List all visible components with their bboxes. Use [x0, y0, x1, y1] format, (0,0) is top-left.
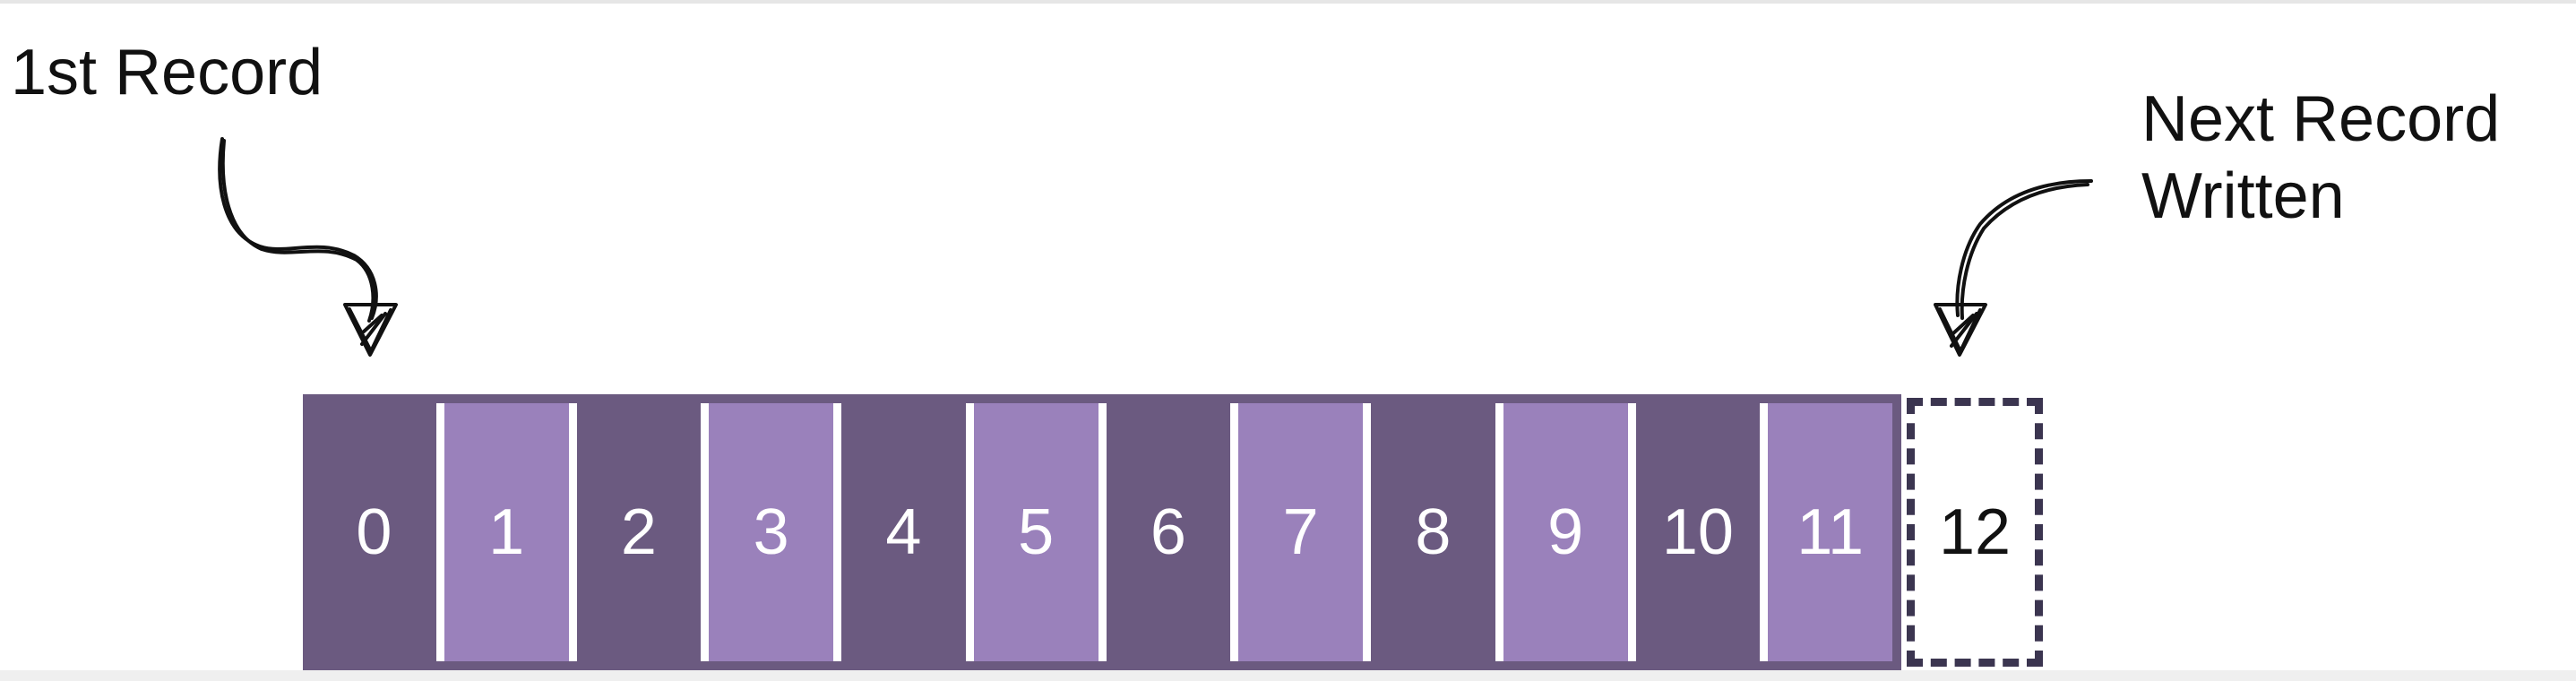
record-number: 9: [1547, 496, 1584, 568]
record-number: 0: [356, 496, 392, 568]
record-number: 1: [488, 496, 525, 568]
record-number: 7: [1282, 496, 1319, 568]
record-divider: [435, 403, 444, 661]
record-cell-11: 11: [1768, 403, 1892, 661]
record-cell-8: 8: [1371, 403, 1495, 661]
record-divider: [1098, 403, 1107, 661]
top-edge: [0, 0, 2576, 4]
record-number: 3: [753, 496, 789, 568]
record-number: 4: [885, 496, 922, 568]
record-divider: [965, 403, 974, 661]
record-cell-7: 7: [1238, 403, 1363, 661]
record-cell-2: 2: [576, 403, 702, 661]
next-record-slot: 12: [1907, 398, 2043, 667]
record-cell-10: 10: [1635, 403, 1761, 661]
record-divider: [1363, 403, 1371, 661]
record-number: 6: [1150, 496, 1186, 568]
record-cell-5: 5: [973, 403, 1098, 661]
first-record-arrow-icon: [218, 137, 398, 357]
first-record-label: 1st Record: [11, 37, 323, 108]
record-divider: [701, 403, 710, 661]
record-divider: [568, 403, 577, 661]
bottom-edge: [0, 670, 2576, 681]
record-strip: 0 1 2 3 4 5 6 7 8 9 10 11: [303, 394, 1901, 670]
record-cell-1: 1: [444, 403, 569, 661]
record-divider: [1760, 403, 1769, 661]
record-number: 11: [1796, 496, 1864, 568]
record-cell-4: 4: [841, 403, 966, 661]
record-divider: [1495, 403, 1503, 661]
record-number: 8: [1415, 496, 1452, 568]
record-divider: [1230, 403, 1239, 661]
record-number: 2: [620, 496, 657, 568]
record-cell-3: 3: [709, 403, 833, 661]
next-record-arrow-icon: [1934, 179, 2093, 357]
record-number: 5: [1018, 496, 1055, 568]
next-record-label: Next Record Written: [2141, 83, 2501, 232]
record-divider: [1627, 403, 1636, 661]
next-record-number: 12: [1938, 496, 2012, 568]
record-cell-0: 0: [312, 403, 436, 661]
record-divider: [833, 403, 841, 661]
record-cell-6: 6: [1106, 403, 1231, 661]
record-number: 10: [1661, 496, 1734, 568]
record-cell-9: 9: [1503, 403, 1628, 661]
